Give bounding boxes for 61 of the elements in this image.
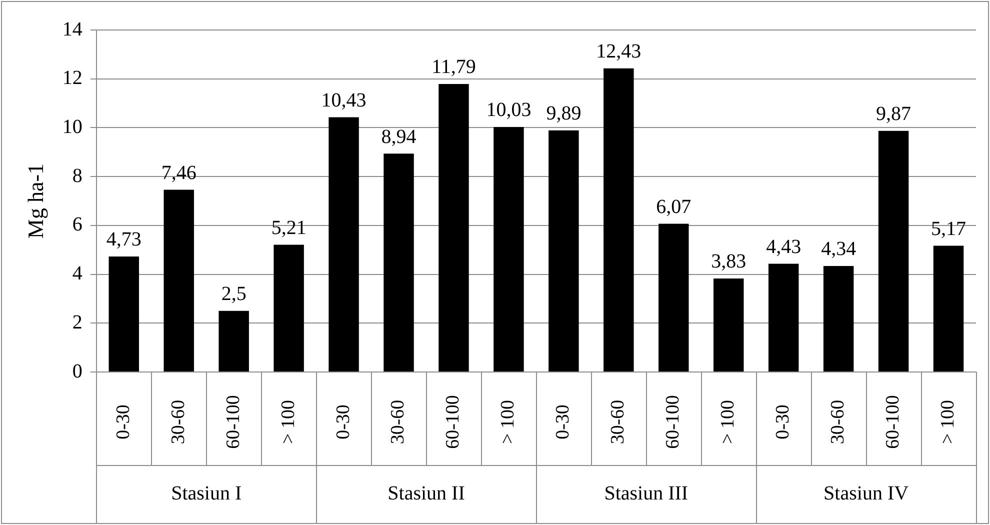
y-tick-label: 12 [62, 67, 82, 90]
x-tick-label: 30-60 [828, 400, 849, 444]
x-tick-label: 60-100 [662, 395, 684, 449]
data-label: 6,07 [656, 196, 692, 218]
bar [108, 256, 140, 372]
bar [438, 84, 469, 372]
y-tick-label: 0 [72, 360, 82, 382]
text: Stasiun I [171, 482, 242, 504]
text: Stasiun II [388, 482, 465, 504]
bar [384, 154, 414, 372]
data-label: 10,03 [486, 99, 532, 122]
data-label: 8,94 [381, 126, 416, 148]
bar [713, 278, 744, 372]
x-tick-label: 60-100 [442, 395, 464, 449]
x-tick-label: > 100 [718, 400, 739, 444]
x-tick-label: 60-100 [882, 395, 904, 449]
bar [494, 126, 524, 372]
x-tick-label: 0-30 [112, 404, 134, 440]
x-tick-label: 0-30 [772, 404, 794, 440]
data-label: 4,43 [766, 236, 802, 258]
bar [658, 224, 689, 372]
y-tick-label: 10 [62, 116, 82, 138]
x-tick-label: > 100 [937, 400, 958, 444]
data-label: 2,5 [221, 283, 246, 306]
data-label: 4,73 [106, 228, 142, 251]
y-tick-label: 14 [62, 18, 82, 40]
bar [328, 117, 359, 372]
data-label: 3,83 [711, 250, 746, 273]
bar [218, 310, 249, 372]
bar [164, 190, 194, 372]
x-tick-label: 30-60 [388, 400, 409, 444]
x-tick-label: 30-60 [608, 400, 629, 444]
data-label: 12,43 [596, 40, 642, 63]
y-tick-label: 2 [72, 311, 82, 334]
bar [878, 130, 909, 372]
bar [823, 266, 854, 372]
bar [933, 246, 964, 372]
bar [768, 264, 799, 372]
x-tick-label: > 100 [278, 400, 299, 444]
y-tick-label: 8 [72, 164, 82, 187]
x-tick-label: > 100 [498, 400, 519, 444]
data-label: 10,43 [321, 89, 366, 112]
data-label: 9,89 [546, 102, 582, 125]
x-tick-label: 0-30 [552, 404, 574, 440]
text: Stasiun IV [824, 482, 910, 504]
bar [604, 68, 634, 372]
bar [548, 130, 579, 372]
x-tick-label: 30-60 [168, 400, 189, 444]
bar [274, 244, 304, 372]
text: Stasiun III [604, 482, 688, 504]
data-label: 5,21 [271, 216, 306, 239]
data-label: 11,79 [432, 56, 476, 78]
y-tick-label: 4 [72, 262, 82, 285]
data-label: 7,46 [161, 162, 196, 184]
x-tick-label: 60-100 [222, 395, 244, 449]
y-tick-label: 6 [72, 214, 82, 236]
data-label: 9,87 [876, 103, 912, 126]
x-tick-label: 0-30 [332, 404, 354, 440]
data-label: 5,17 [931, 218, 966, 240]
data-label: 4,34 [821, 238, 856, 260]
y-axis-title: Mg ha-1 [22, 163, 48, 239]
